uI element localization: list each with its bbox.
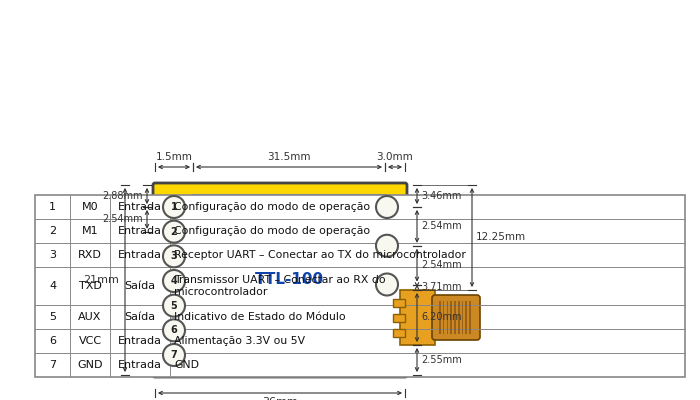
Text: Configuração do modo de operação: Configuração do modo de operação — [174, 202, 370, 212]
Text: 21mm: 21mm — [83, 275, 119, 285]
Text: M0: M0 — [82, 202, 98, 212]
Text: TTL-100: TTL-100 — [254, 272, 323, 288]
Text: 5: 5 — [171, 301, 177, 311]
Text: 7: 7 — [49, 360, 56, 370]
Text: 6: 6 — [49, 336, 56, 346]
Text: Entrada: Entrada — [118, 226, 162, 236]
Text: 1: 1 — [171, 202, 177, 212]
Text: Alimentação 3.3V ou 5V: Alimentação 3.3V ou 5V — [174, 336, 305, 346]
Text: 6.20mm: 6.20mm — [421, 312, 461, 322]
Bar — [462, 301, 463, 334]
Circle shape — [163, 319, 185, 341]
Text: 2.88mm: 2.88mm — [102, 191, 143, 201]
Text: RXD: RXD — [78, 250, 102, 260]
FancyBboxPatch shape — [432, 295, 480, 340]
Bar — [400, 290, 435, 345]
Text: 2: 2 — [49, 226, 56, 236]
Circle shape — [376, 196, 398, 218]
Text: 3.71mm: 3.71mm — [421, 282, 461, 292]
Circle shape — [163, 221, 185, 243]
Circle shape — [163, 344, 185, 366]
Text: 1.5mm: 1.5mm — [155, 152, 193, 162]
Text: Receptor UART – Conectar ao TX do microcontrolador: Receptor UART – Conectar ao TX do microc… — [174, 250, 466, 260]
Text: 4: 4 — [171, 276, 177, 286]
Circle shape — [163, 196, 185, 218]
Text: 36mm: 36mm — [262, 397, 298, 400]
Text: GND: GND — [77, 360, 103, 370]
Bar — [447, 301, 448, 334]
Bar — [439, 301, 440, 334]
Bar — [443, 301, 444, 334]
Text: Entrada: Entrada — [118, 250, 162, 260]
Circle shape — [376, 235, 398, 257]
Text: GND: GND — [174, 360, 199, 370]
Circle shape — [163, 270, 185, 292]
Bar — [393, 299, 405, 307]
Text: 6: 6 — [171, 325, 177, 335]
Bar — [466, 301, 467, 334]
Bar — [454, 301, 456, 334]
Bar — [393, 314, 405, 322]
Text: 3: 3 — [171, 251, 177, 261]
FancyBboxPatch shape — [153, 183, 407, 377]
Bar — [458, 301, 459, 334]
Text: 1: 1 — [49, 202, 56, 212]
Text: Saída: Saída — [125, 281, 155, 291]
Text: Entrada: Entrada — [118, 202, 162, 212]
Bar — [450, 301, 452, 334]
Text: 5: 5 — [49, 312, 56, 322]
FancyBboxPatch shape — [191, 195, 387, 365]
Bar — [469, 301, 471, 334]
Text: Transmissor UART – Conectar ao RX do
microcontrolador: Transmissor UART – Conectar ao RX do mic… — [174, 275, 386, 297]
Text: M1: M1 — [82, 226, 98, 236]
Text: 3.46mm: 3.46mm — [421, 191, 461, 201]
Text: 2.54mm: 2.54mm — [102, 214, 143, 224]
Text: Indicativo de Estado do Módulo: Indicativo de Estado do Módulo — [174, 312, 346, 322]
Text: 2: 2 — [171, 227, 177, 237]
Text: VCC: VCC — [78, 336, 102, 346]
Text: Saída: Saída — [125, 312, 155, 322]
Text: 31.5mm: 31.5mm — [267, 152, 311, 162]
Text: Entrada: Entrada — [118, 360, 162, 370]
Text: 3.0mm: 3.0mm — [377, 152, 414, 162]
Text: AUX: AUX — [78, 312, 102, 322]
Text: TXD: TXD — [78, 281, 102, 291]
Text: 7: 7 — [171, 350, 177, 360]
Text: Entrada: Entrada — [118, 336, 162, 346]
Text: 2.55mm: 2.55mm — [421, 355, 462, 365]
Text: 2.54mm: 2.54mm — [421, 260, 461, 270]
Bar — [393, 329, 405, 337]
Text: 4: 4 — [49, 281, 56, 291]
Circle shape — [376, 274, 398, 296]
Circle shape — [163, 295, 185, 317]
Text: 2.54mm: 2.54mm — [421, 221, 461, 231]
Circle shape — [163, 245, 185, 267]
Text: Configuração do modo de operação: Configuração do modo de operação — [174, 226, 370, 236]
Text: 12.25mm: 12.25mm — [476, 232, 526, 242]
Text: 3: 3 — [49, 250, 56, 260]
Bar — [35, 195, 685, 377]
